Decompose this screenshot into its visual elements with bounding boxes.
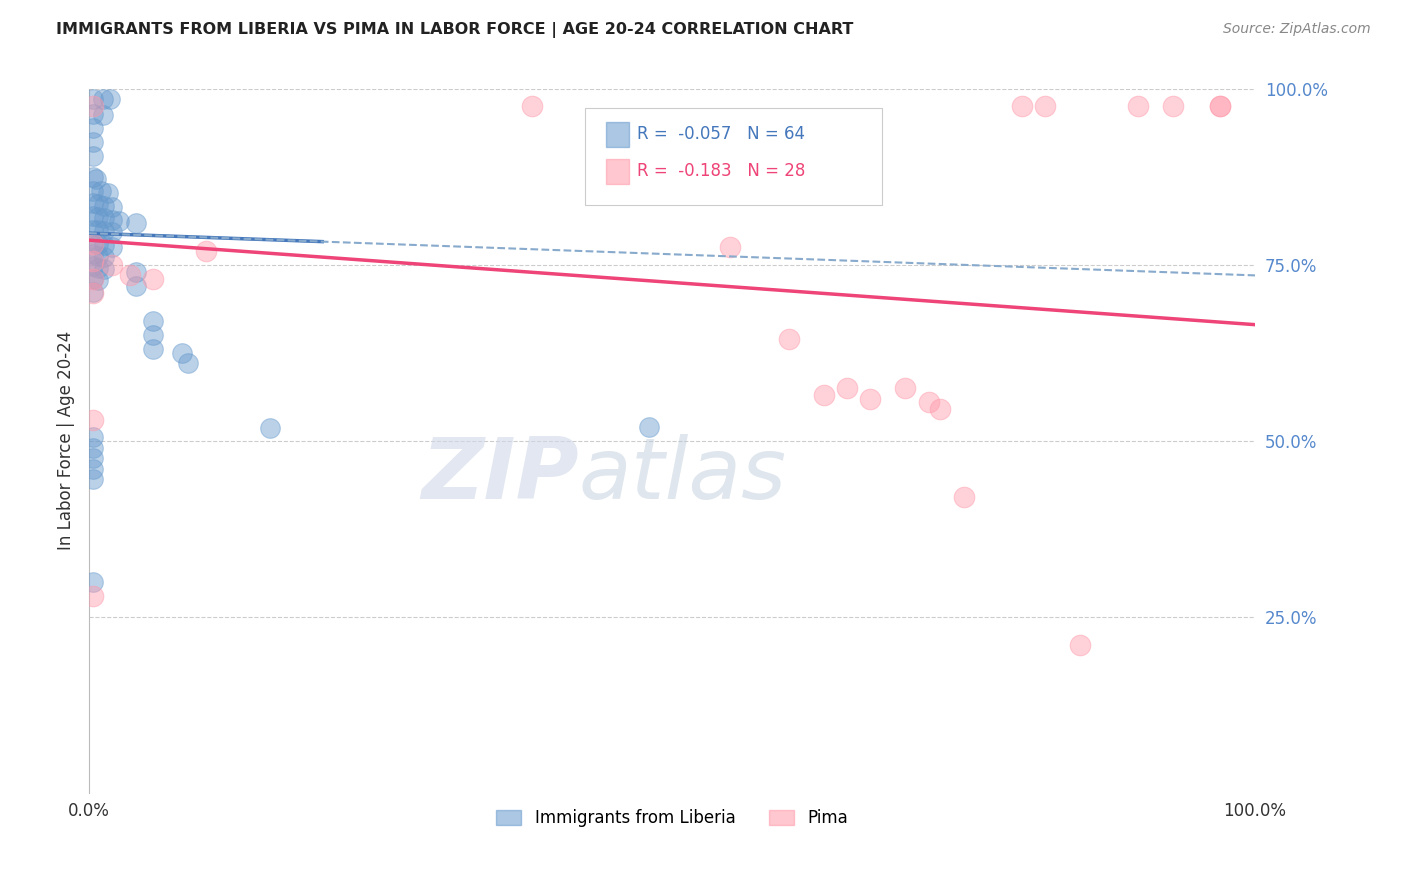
Point [82,574,104,589]
Bar [606,122,628,146]
Point [125,216,148,230]
Point [82,120,104,135]
Point [82,441,104,455]
Point [98,92,121,106]
Point [142,328,165,343]
Point [778,332,800,346]
Point [82,236,104,251]
Point [520,99,543,113]
Point [87,222,110,236]
Point [82,254,104,268]
Text: Source: ZipAtlas.com: Source: ZipAtlas.com [1223,22,1371,37]
Point [82,430,104,444]
Point [93,211,115,226]
Point [93,238,115,252]
Point [125,265,148,279]
Point [82,222,104,236]
Point [87,197,110,211]
Point [172,346,194,360]
Point [93,199,115,213]
Point [177,356,200,370]
Point [82,259,104,273]
Point [82,412,104,426]
Y-axis label: In Labor Force | Age 20-24: In Labor Force | Age 20-24 [58,331,75,550]
Point [82,462,104,476]
Point [82,149,104,163]
Point [835,381,858,395]
Point [87,249,110,263]
Point [1011,99,1033,113]
Point [82,589,104,603]
Point [813,388,835,402]
Point [1069,638,1091,652]
Point [82,473,104,487]
Point [82,451,104,466]
Point [93,224,115,238]
Point [917,395,939,409]
Point [82,209,104,223]
Point [93,250,115,264]
Point [84,172,107,186]
Point [101,212,124,227]
Legend: Immigrants from Liberia, Pima: Immigrants from Liberia, Pima [489,802,855,834]
Point [97,186,120,200]
Point [1128,99,1150,113]
Point [894,381,917,395]
Point [118,268,141,283]
Point [91,108,114,122]
Point [82,99,104,113]
Point [101,226,124,240]
Point [637,419,659,434]
Point [1033,99,1056,113]
Point [1209,99,1232,113]
Point [929,402,952,417]
Point [1163,99,1185,113]
Point [90,184,112,198]
Point [101,258,124,272]
Text: R =  -0.183   N = 28: R = -0.183 N = 28 [637,162,806,180]
Point [87,236,110,251]
Point [87,210,110,224]
Point [91,92,114,106]
Point [82,169,104,184]
Point [82,285,104,299]
Point [859,392,882,406]
Point [101,239,124,253]
Point [108,214,131,228]
Point [82,247,104,261]
Point [142,343,165,357]
Point [87,260,110,275]
Point [142,314,165,328]
Text: ZIP: ZIP [422,434,579,517]
Point [82,235,104,250]
Point [259,421,281,435]
Point [82,135,104,149]
FancyBboxPatch shape [585,108,882,205]
Point [93,262,115,277]
Point [1209,99,1232,113]
Point [125,279,148,293]
Point [194,244,217,258]
Bar [606,160,628,184]
Point [718,240,741,254]
Point [87,273,110,287]
Text: IMMIGRANTS FROM LIBERIA VS PIMA IN LABOR FORCE | AGE 20-24 CORRELATION CHART: IMMIGRANTS FROM LIBERIA VS PIMA IN LABOR… [56,22,853,38]
Text: R =  -0.057   N = 64: R = -0.057 N = 64 [637,125,806,143]
Point [82,92,104,106]
Point [952,490,974,504]
Point [82,184,104,198]
Point [82,285,104,300]
Point [82,272,104,286]
Point [101,200,124,214]
Text: atlas: atlas [579,434,787,517]
Point [82,272,104,286]
Point [142,272,165,286]
Point [82,195,104,210]
Point [82,106,104,120]
